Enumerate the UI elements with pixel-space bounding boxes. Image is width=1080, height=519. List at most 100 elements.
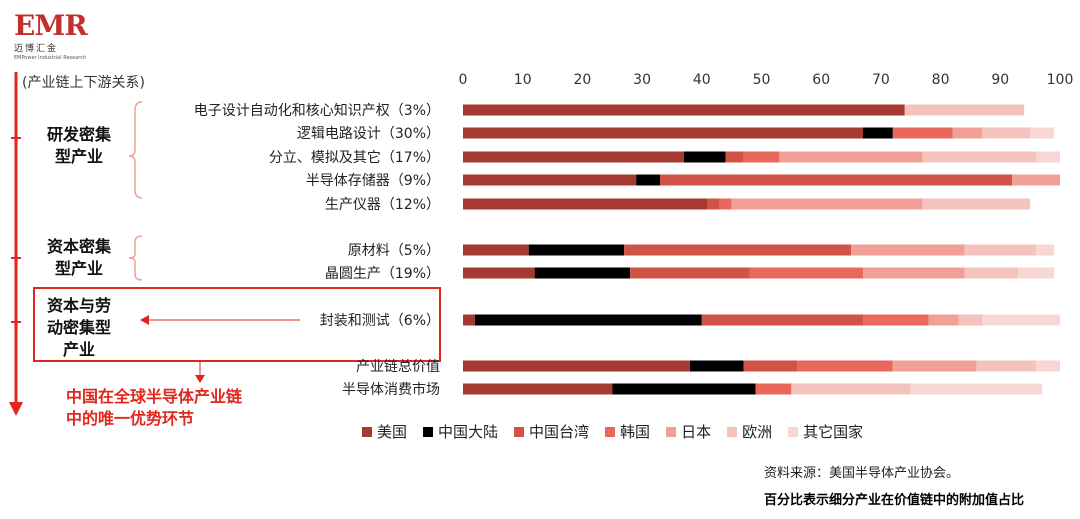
- bar-segment: [1012, 174, 1060, 186]
- bar-segment: [982, 127, 1031, 139]
- brace-rd: [128, 101, 143, 199]
- bar-segment: [636, 174, 661, 186]
- legend-label: 其它国家: [803, 423, 864, 441]
- x-tick-label: 20: [573, 72, 591, 88]
- legend-item: 欧洲: [727, 421, 772, 442]
- bar-segment: [463, 151, 684, 163]
- legend-label: 美国: [377, 423, 408, 441]
- logo-mark: EMR: [14, 9, 88, 42]
- bar-segment: [755, 383, 792, 395]
- bar-segment: [630, 267, 750, 279]
- bar-segment: [922, 198, 1031, 210]
- bar-segment: [463, 383, 613, 395]
- source-note: 资料来源：美国半导体产业协会。: [764, 466, 960, 481]
- group-label-rd: 研发密集 型产业: [34, 124, 124, 168]
- bar-segment: [851, 244, 965, 256]
- x-tick-label: 70: [872, 72, 890, 88]
- bar-segment: [624, 244, 852, 256]
- bar-segment: [463, 127, 863, 139]
- legend-swatch: [514, 426, 525, 437]
- bar-segment: [982, 314, 1060, 326]
- footnote: 百分比表示细分产业在价值链中的附加值占比: [764, 493, 1025, 508]
- brace-capital: [128, 235, 143, 281]
- group-label-rd-l2: 型产业: [54, 147, 103, 166]
- bar-segment: [958, 314, 983, 326]
- group-label-labor-l1: 资本与劳: [46, 296, 111, 315]
- x-tick-label: 30: [633, 72, 651, 88]
- bar-segment: [791, 383, 911, 395]
- bar-segment: [719, 198, 732, 210]
- logo-cn: 迈博汇金: [14, 44, 59, 54]
- x-tick-label: 80: [932, 72, 950, 88]
- bar-segment: [743, 360, 798, 372]
- bar-segment: [964, 244, 1037, 256]
- x-tick-label: 40: [693, 72, 711, 88]
- bar-segment: [612, 383, 756, 395]
- category-label: 分立、模拟及其它（17%）: [269, 149, 440, 166]
- bar-segment: [779, 151, 923, 163]
- bar-segment: [463, 104, 905, 116]
- bar-segment: [910, 383, 1043, 395]
- logo: EMR 迈博汇金 EMPower Industrial Research: [14, 9, 94, 62]
- legend-item: 中国大陆: [423, 421, 498, 442]
- bar-segment: [1036, 360, 1060, 372]
- chain-label: (产业链上下游关系): [22, 75, 145, 91]
- bar-segment: [892, 127, 953, 139]
- bar-segment: [731, 198, 923, 210]
- bar-segment: [463, 267, 535, 279]
- bar-segment: [862, 314, 929, 326]
- group-label-labor-l3: 产业: [62, 340, 95, 359]
- category-label: 电子设计自动化和核心知识产权（3%）: [194, 102, 440, 119]
- legend-label: 欧洲: [742, 423, 773, 441]
- legend-swatch: [727, 426, 738, 437]
- bar-segment: [701, 314, 863, 326]
- bar-segment: [1036, 151, 1060, 163]
- legend: 美国 中国大陆 中国台湾 韩国 日本 欧洲 其它国家: [362, 421, 863, 442]
- category-label: 原材料（5%）: [348, 243, 440, 259]
- bar-segment: [534, 267, 631, 279]
- bar-segment: [660, 174, 1013, 186]
- note-arrow-head: [195, 375, 205, 383]
- category-label: 晶圆生产（19%）: [325, 266, 440, 282]
- category-label: 封装和测试（6%）: [320, 313, 440, 329]
- legend-label: 中国台湾: [529, 423, 590, 441]
- china-note: 中国在全球半导体产业链 中的唯一优势环节: [66, 386, 242, 430]
- group-label-rd-l1: 研发密集: [46, 125, 111, 144]
- category-label: 生产仪器（12%）: [325, 197, 440, 213]
- bar-segment: [952, 127, 983, 139]
- legend-item: 美国: [362, 421, 407, 442]
- bar-segment: [976, 360, 1037, 372]
- bar-segment: [797, 360, 893, 372]
- bar-segment: [528, 244, 625, 256]
- bar-segment: [683, 151, 726, 163]
- x-tick-label: 90: [991, 72, 1009, 88]
- bar-segment: [862, 127, 893, 139]
- x-tick-label: 10: [514, 72, 532, 88]
- bar-segment: [743, 151, 780, 163]
- group-label-capital-l2: 型产业: [54, 259, 103, 278]
- bar-segment: [463, 244, 529, 256]
- x-tick-label: 100: [1047, 72, 1074, 88]
- category-label: 产业链总价值: [356, 359, 440, 375]
- x-tick-label: 0: [459, 72, 468, 88]
- category-label: 逻辑电路设计（30%）: [297, 126, 440, 142]
- bar-segment: [689, 360, 744, 372]
- group-label-labor: 资本与劳 动密集型 产业: [34, 295, 124, 361]
- bar-segment: [964, 267, 1019, 279]
- logo-en: EMPower Industrial Research: [14, 55, 87, 61]
- bar-segment: [892, 360, 977, 372]
- legend-label: 日本: [681, 423, 712, 441]
- packaging-arrow-head: [140, 315, 149, 325]
- group-label-capital: 资本密集 型产业: [34, 236, 124, 280]
- x-tick-label: 50: [753, 72, 771, 88]
- bar-segment: [928, 314, 959, 326]
- chain-arrow-head: [9, 402, 23, 416]
- bar-segment: [463, 360, 690, 372]
- legend-item: 韩国: [605, 421, 650, 442]
- legend-swatch: [362, 426, 372, 437]
- legend-item: 其它国家: [788, 421, 863, 442]
- bar-segment: [1018, 267, 1055, 279]
- group-label-labor-l2: 动密集型: [46, 318, 111, 337]
- bar-segment: [862, 267, 965, 279]
